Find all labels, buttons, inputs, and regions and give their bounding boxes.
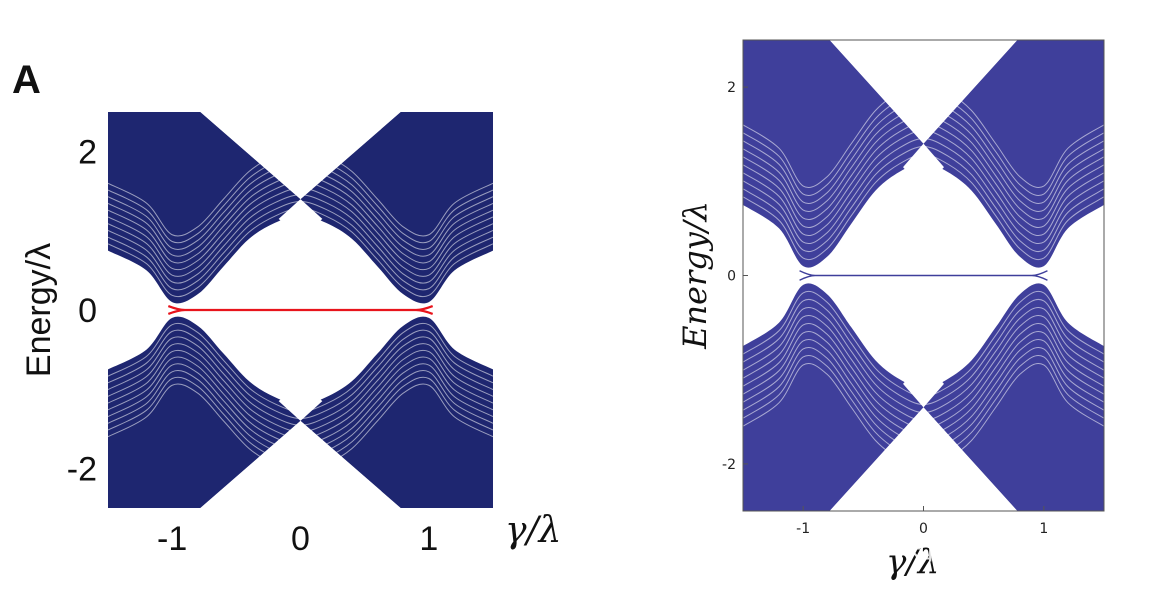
panel-label: A bbox=[12, 58, 41, 102]
panel-a-upper-cone bbox=[200, 112, 401, 200]
panel-a-edge-state-line bbox=[167, 305, 434, 315]
panel-a-lower-cone bbox=[200, 420, 401, 508]
panel-b-upper-gap-pocket bbox=[903, 143, 944, 191]
panel-a-y-tick-label: 2 bbox=[78, 134, 97, 172]
panel-a-y-tick-label: -2 bbox=[67, 450, 97, 488]
panel-b-lower-cone bbox=[829, 407, 1018, 511]
panel-a-y-tick-label: 0 bbox=[78, 292, 97, 330]
watermark: 知乎 @James bbox=[905, 533, 1089, 567]
panel-b-x-tick-label: -1 bbox=[796, 521, 810, 537]
panel-a-x-tick-label: -1 bbox=[157, 520, 187, 558]
panel-a-ticks: -1 0 1 -2 0 2 bbox=[67, 134, 439, 558]
panel-b-x-axis-label: γ/λ bbox=[886, 542, 939, 582]
panel-b-y-tick-label: 2 bbox=[727, 80, 736, 96]
panel-a-upper-gap-pocket bbox=[278, 199, 323, 239]
panel-b-ticks: -1 0 1 -2 0 2 bbox=[722, 80, 1048, 537]
panel-b-x-tick-label: 0 bbox=[919, 521, 928, 537]
panel-a-y-axis-label: Energy/λ bbox=[20, 243, 58, 377]
panel-b-edge-state-line bbox=[799, 270, 1048, 281]
panel-b-lower-gap-pocket bbox=[903, 360, 944, 408]
panel-b-y-tick-label: -2 bbox=[722, 457, 736, 473]
panel-a-plot-area bbox=[108, 112, 493, 508]
panel-b-chart: -1 0 1 -2 0 2 Energy/λ γ/λ bbox=[676, 39, 1105, 582]
panel-b-y-axis-label: Energy/λ bbox=[676, 201, 714, 350]
panel-b-plot-area bbox=[742, 39, 1105, 512]
panel-b-y-tick-label: 0 bbox=[727, 269, 736, 285]
panel-a-chart: -1 0 1 -2 0 2 Energy/λ γ/λ bbox=[20, 112, 561, 558]
panel-a-x-tick-label: 0 bbox=[291, 520, 310, 558]
panel-a-x-axis-label: γ/λ bbox=[505, 510, 561, 551]
panel-b-upper-cone bbox=[829, 40, 1018, 144]
panel-a-x-tick-label: 1 bbox=[419, 520, 438, 558]
panel-a-lower-gap-pocket bbox=[278, 381, 323, 421]
panel-b-x-tick-label: 1 bbox=[1039, 521, 1048, 537]
